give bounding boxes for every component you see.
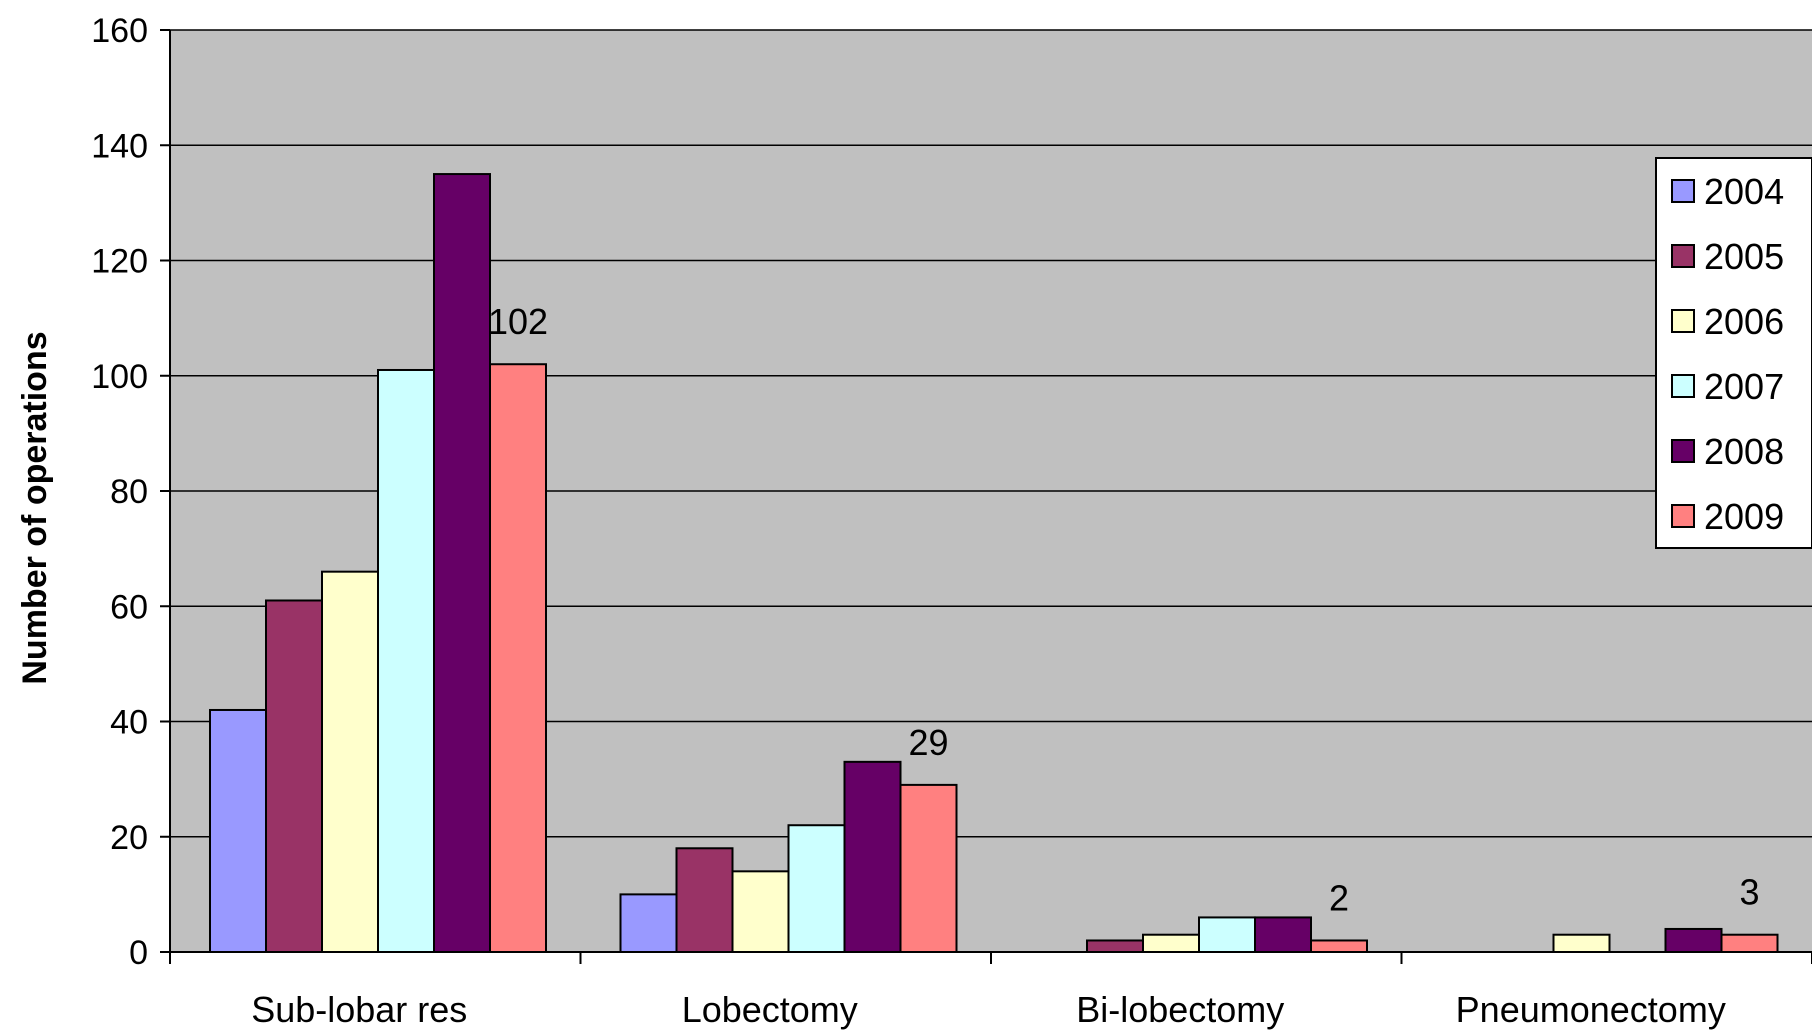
bar-2006 [1142,933,1200,954]
legend-swatch [1671,309,1695,333]
y-tick-label: 160 [91,12,148,50]
y-tick-label: 140 [91,127,148,165]
bar-2008 [843,760,902,954]
bar-2009 [899,783,958,954]
bars [209,173,1779,954]
y-tick-label: 20 [110,819,148,857]
data-labels: 102 29 2 3 [488,301,1760,918]
bar-2005 [675,847,734,954]
bar-2009 [489,363,547,954]
bar-2004 [619,893,678,953]
x-category-label: Sub-lobar res [251,989,467,1030]
data-label: 102 [488,301,548,342]
y-axis-ticks: 0 20 40 60 80 100 120 140 160 [91,12,170,972]
legend-swatch [1671,504,1695,528]
y-tick-label: 0 [129,934,148,972]
x-category-label: Bi-lobectomy [1076,989,1284,1030]
bar-2004 [209,708,267,953]
bar-2007 [1198,916,1256,953]
legend: 2004 2005 2006 2007 2008 2009 [1655,157,1812,549]
bar-2005 [1086,939,1144,953]
bar-2008 [1254,916,1312,953]
y-tick-label: 80 [110,473,148,511]
legend-label: 2004 [1704,171,1784,212]
legend-swatch [1671,244,1695,268]
legend-box [1655,157,1812,549]
bar-2006 [731,870,790,954]
data-label: 2 [1329,877,1349,918]
x-axis-labels: Sub-lobar res Lobectomy Bi-lobectomy Pneumo… [251,989,1726,1030]
legend-label: 2008 [1704,431,1784,472]
legend-label: 2005 [1704,236,1784,277]
bar-2008 [433,173,491,953]
bar-2007 [787,824,846,953]
bar-2006 [321,570,379,953]
legend-swatch [1671,439,1695,463]
y-tick-label: 40 [110,704,148,742]
legend-label: 2007 [1704,366,1784,407]
y-axis-title: Number of operations [16,331,54,684]
bar-2009 [1720,933,1779,954]
bar-2005 [265,599,323,953]
x-category-label: Lobectomy [682,989,858,1030]
legend-swatch [1671,179,1695,203]
bar-2006 [1552,933,1611,954]
legend-swatch [1671,374,1695,398]
bar-2008 [1664,927,1723,954]
x-category-label: Pneumonectomy [1456,989,1726,1030]
y-tick-label: 100 [91,358,148,396]
legend-label: 2006 [1704,301,1784,342]
y-tick-label: 120 [91,243,148,281]
axes [169,30,1812,964]
data-label: 29 [908,722,948,763]
bar-2009 [1310,939,1368,953]
bar-2007 [377,368,435,953]
legend-label: 2009 [1704,496,1784,537]
y-tick-label: 60 [110,588,148,626]
data-label: 3 [1739,872,1759,913]
